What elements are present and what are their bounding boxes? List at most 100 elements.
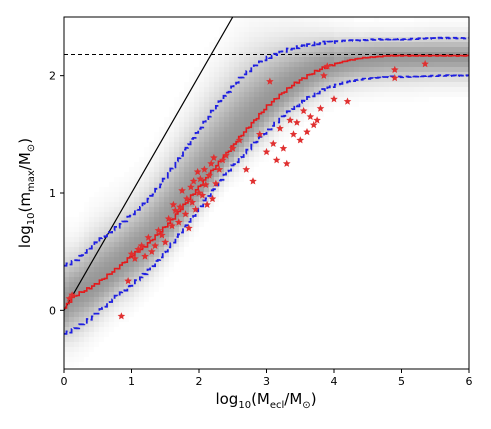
density-cell [184, 82, 189, 87]
density-cell [189, 177, 194, 182]
density-cell [399, 72, 404, 77]
density-cell [144, 282, 149, 287]
density-cell [464, 27, 469, 32]
density-cell [179, 197, 184, 202]
density-cell [234, 92, 239, 97]
density-cell [79, 307, 84, 312]
density-cell [229, 82, 234, 87]
density-cell [259, 82, 264, 87]
density-cell [194, 172, 199, 177]
density-cell [139, 292, 144, 297]
density-cell [224, 27, 229, 32]
density-cell [184, 97, 189, 102]
density-cell [374, 82, 379, 87]
density-cell [194, 87, 199, 92]
density-cell [209, 157, 214, 162]
density-cell [369, 57, 374, 62]
density-cell [424, 42, 429, 47]
density-cell [64, 252, 69, 257]
density-cell [184, 117, 189, 122]
density-cell [194, 132, 199, 137]
density-cell [319, 42, 324, 47]
density-cell [164, 217, 169, 222]
density-cell [184, 242, 189, 247]
density-cell [234, 117, 239, 122]
density-cell [389, 97, 394, 102]
density-cell [159, 207, 164, 212]
density-cell [414, 72, 419, 77]
density-cell [249, 47, 254, 52]
density-cell [289, 72, 294, 77]
density-cell [119, 192, 124, 197]
density-cell [119, 272, 124, 277]
density-cell [249, 52, 254, 57]
density-cell [379, 57, 384, 62]
density-cell [369, 67, 374, 72]
density-cell [69, 217, 74, 222]
density-cell [419, 27, 424, 32]
density-cell [259, 67, 264, 72]
density-cell [419, 67, 424, 72]
density-cell [374, 37, 379, 42]
density-cell [139, 202, 144, 207]
density-cell [179, 152, 184, 157]
density-cell [109, 197, 114, 202]
density-cell [249, 117, 254, 122]
density-cell [104, 262, 109, 267]
density-cell [334, 27, 339, 32]
density-cell [374, 67, 379, 72]
density-cell [69, 282, 74, 287]
density-cell [189, 112, 194, 117]
y-axis-ticks: 012 [49, 70, 64, 317]
density-cell [124, 227, 129, 232]
density-cell [449, 92, 454, 97]
density-cell [319, 92, 324, 97]
density-cell [179, 107, 184, 112]
density-cell [109, 257, 114, 262]
density-cell [229, 32, 234, 37]
density-cell [239, 32, 244, 37]
density-cell [364, 27, 369, 32]
density-cell [119, 217, 124, 222]
density-cell [404, 57, 409, 62]
density-cell [174, 157, 179, 162]
density-cell [294, 127, 299, 132]
density-cell [384, 42, 389, 47]
density-cell [64, 312, 69, 317]
density-cell [444, 62, 449, 67]
density-cell [204, 112, 209, 117]
observed-point [293, 118, 301, 126]
density-cell [234, 172, 239, 177]
density-cell [334, 67, 339, 72]
density-cell [214, 202, 219, 207]
density-cell [104, 317, 109, 322]
density-cell [139, 272, 144, 277]
density-cell [119, 277, 124, 282]
density-cell [209, 137, 214, 142]
density-cell [449, 87, 454, 92]
density-cell [414, 32, 419, 37]
density-cell [144, 187, 149, 192]
density-cell [249, 32, 254, 37]
density-cell [154, 152, 159, 157]
density-cell [189, 187, 194, 192]
density-cell [124, 262, 129, 267]
density-cell [439, 72, 444, 77]
median-curve [64, 54, 469, 309]
density-cell [464, 42, 469, 47]
density-cell [99, 272, 104, 277]
density-cell [134, 272, 139, 277]
density-cell [229, 97, 234, 102]
density-cell [339, 42, 344, 47]
density-cell [114, 182, 119, 187]
density-cell [194, 157, 199, 162]
density-cell [129, 242, 134, 247]
density-cell [349, 42, 354, 47]
density-cell [109, 227, 114, 232]
density-cell [129, 187, 134, 192]
density-cell [194, 117, 199, 122]
density-cell [89, 327, 94, 332]
density-cell [224, 142, 229, 147]
density-cell [174, 167, 179, 172]
observed-point [242, 165, 251, 173]
